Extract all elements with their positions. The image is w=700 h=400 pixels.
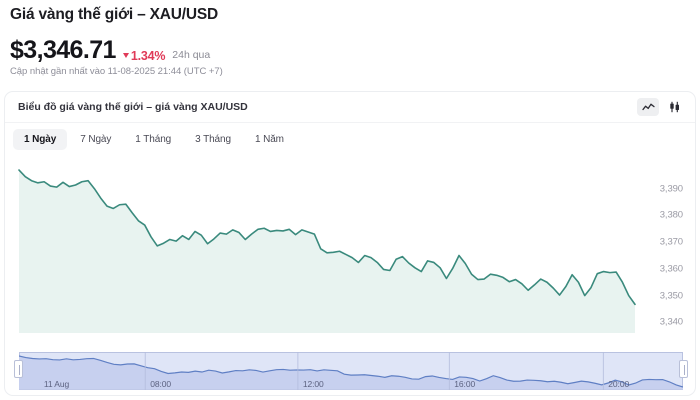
navigator-area-fill bbox=[19, 356, 683, 390]
chart-type-toggle bbox=[637, 98, 685, 116]
current-price: $3,346.71 bbox=[10, 36, 116, 64]
line-chart-glyph bbox=[641, 103, 655, 110]
price-change: 1.34% bbox=[122, 48, 166, 63]
range-tab-1-month[interactable]: 1 Tháng bbox=[135, 134, 172, 145]
range-tabs: 1 Ngày 7 Ngày 1 Tháng 3 Tháng 1 Năm bbox=[13, 129, 295, 150]
candlestick-chart-icon[interactable] bbox=[663, 98, 685, 116]
navigator-x-label: 08:00 bbox=[150, 379, 171, 389]
price-change-value: 1.34% bbox=[130, 48, 166, 63]
range-tab-1-year[interactable]: 1 Năm bbox=[254, 134, 284, 145]
page-title: Giá vàng thế giới – XAU/USD bbox=[10, 6, 219, 23]
price-summary: $3,346.71 1.34% 24h qua bbox=[10, 36, 210, 65]
price-line bbox=[18, 169, 636, 306]
price-chart-svg bbox=[18, 169, 636, 333]
navigator-svg bbox=[19, 352, 683, 390]
navigator-line bbox=[19, 355, 683, 388]
navigator-handle-right[interactable] bbox=[679, 360, 688, 378]
caret-down-icon bbox=[122, 53, 129, 58]
navigator-x-label: 20:00 bbox=[608, 379, 630, 389]
candlestick-glyph bbox=[669, 101, 679, 113]
range-tab-3-months[interactable]: 3 Tháng bbox=[195, 134, 231, 145]
range-navigator[interactable]: 11 Aug 08:00 12:00 16:00 20:00 bbox=[14, 352, 688, 390]
navigator-handle-left[interactable] bbox=[14, 360, 23, 378]
chart-title: Biểu đồ giá vàng thế giới – giá vàng XAU… bbox=[18, 101, 248, 113]
range-tab-7-days[interactable]: 7 Ngày bbox=[80, 134, 112, 145]
price-change-period: 24h qua bbox=[172, 49, 211, 61]
price-area-fill bbox=[19, 170, 635, 333]
navigator-x-label: 11 Aug bbox=[43, 379, 70, 389]
navigator-x-label: 12:00 bbox=[302, 379, 324, 389]
price-chart-plot[interactable] bbox=[5, 154, 697, 339]
chart-card-header: Biểu đồ giá vàng thế giới – giá vàng XAU… bbox=[5, 92, 695, 123]
navigator-x-label: 16:00 bbox=[454, 379, 476, 389]
chart-card: Biểu đồ giá vàng thế giới – giá vàng XAU… bbox=[4, 91, 696, 396]
navigator-gridlines bbox=[144, 352, 604, 390]
last-updated-text: Cập nhật gần nhất vào 11-08-2025 21:44 (… bbox=[10, 66, 223, 77]
line-chart-icon[interactable] bbox=[637, 98, 659, 116]
range-tab-1-day[interactable]: 1 Ngày bbox=[13, 129, 68, 150]
